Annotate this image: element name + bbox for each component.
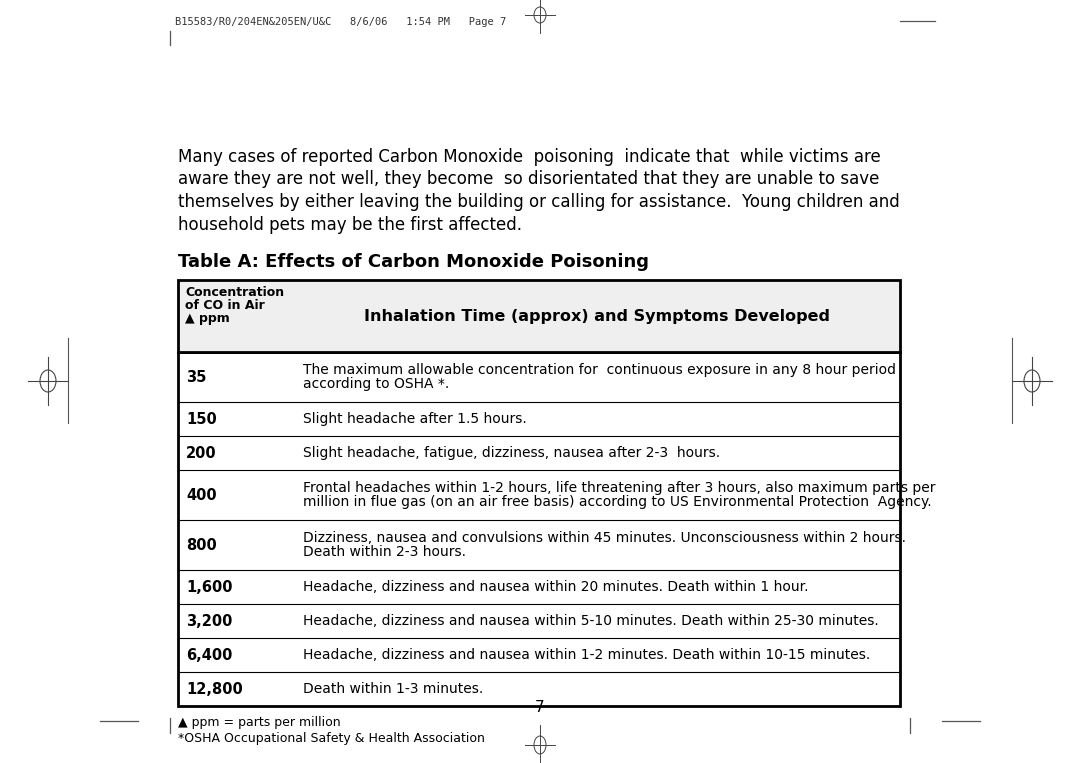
Text: Death within 1-3 minutes.: Death within 1-3 minutes. <box>303 682 483 696</box>
Text: Headache, dizziness and nausea within 5-10 minutes. Death within 25-30 minutes.: Headache, dizziness and nausea within 5-… <box>303 614 879 628</box>
Text: Slight headache, fatigue, dizziness, nausea after 2-3  hours.: Slight headache, fatigue, dizziness, nau… <box>303 446 720 460</box>
Text: The maximum allowable concentration for  continuous exposure in any 8 hour perio: The maximum allowable concentration for … <box>303 363 896 377</box>
Text: 3,200: 3,200 <box>186 613 232 629</box>
Text: Headache, dizziness and nausea within 20 minutes. Death within 1 hour.: Headache, dizziness and nausea within 20… <box>303 580 809 594</box>
Text: B15583/R0/204EN&205EN/U&C   8/6/06   1:54 PM   Page 7: B15583/R0/204EN&205EN/U&C 8/6/06 1:54 PM… <box>175 17 507 27</box>
Text: Frontal headaches within 1-2 hours, life threatening after 3 hours, also maximum: Frontal headaches within 1-2 hours, life… <box>303 481 935 495</box>
Text: ▲ ppm = parts per million: ▲ ppm = parts per million <box>178 716 340 729</box>
Text: million in flue gas (on an air free basis) according to US Environmental Protect: million in flue gas (on an air free basi… <box>303 495 932 509</box>
Text: household pets may be the first affected.: household pets may be the first affected… <box>178 215 522 233</box>
Text: Concentration: Concentration <box>185 286 284 299</box>
Text: 400: 400 <box>186 488 217 503</box>
Text: aware they are not well, they become  so disorientated that they are unable to s: aware they are not well, they become so … <box>178 170 879 188</box>
Text: Inhalation Time (approx) and Symptoms Developed: Inhalation Time (approx) and Symptoms De… <box>365 308 831 324</box>
Text: themselves by either leaving the building or calling for assistance.  Young chil: themselves by either leaving the buildin… <box>178 193 900 211</box>
Text: 800: 800 <box>186 537 217 552</box>
Text: 35: 35 <box>186 369 206 385</box>
Text: ▲ ppm: ▲ ppm <box>185 312 230 325</box>
Text: Headache, dizziness and nausea within 1-2 minutes. Death within 10-15 minutes.: Headache, dizziness and nausea within 1-… <box>303 648 870 662</box>
Text: 150: 150 <box>186 411 217 427</box>
Text: according to OSHA *.: according to OSHA *. <box>303 377 449 391</box>
Text: Table A: Effects of Carbon Monoxide Poisoning: Table A: Effects of Carbon Monoxide Pois… <box>178 253 649 271</box>
Text: *OSHA Occupational Safety & Health Association: *OSHA Occupational Safety & Health Assoc… <box>178 732 485 745</box>
Text: of CO in Air: of CO in Air <box>185 299 265 312</box>
Bar <box>178 280 900 352</box>
Text: 6,400: 6,400 <box>186 648 232 662</box>
Text: 200: 200 <box>186 446 217 461</box>
Text: Many cases of reported Carbon Monoxide  poisoning  indicate that  while victims : Many cases of reported Carbon Monoxide p… <box>178 148 881 166</box>
Text: Dizziness, nausea and convulsions within 45 minutes. Unconsciousness within 2 ho: Dizziness, nausea and convulsions within… <box>303 531 906 545</box>
Text: Death within 2-3 hours.: Death within 2-3 hours. <box>303 545 465 559</box>
Text: 7: 7 <box>536 700 544 716</box>
Bar <box>178 352 900 706</box>
Text: 1,600: 1,600 <box>186 580 232 594</box>
Text: Slight headache after 1.5 hours.: Slight headache after 1.5 hours. <box>303 412 527 426</box>
Text: 12,800: 12,800 <box>186 681 243 697</box>
